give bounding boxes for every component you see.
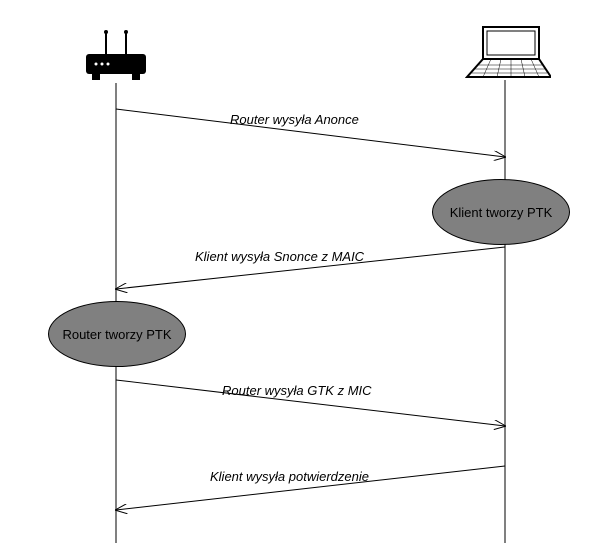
msg3-label: Router wysyła GTK z MIC [222,383,372,398]
router-ptk-label: Router tworzy PTK [62,327,171,342]
router-icon [84,30,148,87]
laptop-icon [465,25,551,86]
msg2-label: Klient wysyła Snonce z MAIC [195,249,364,264]
sequence-diagram: Router wysyła Anonce Klient wysyła Snonc… [0,0,600,554]
client-ptk-label: Klient tworzy PTK [450,205,553,220]
msg4-label: Klient wysyła potwierdzenie [210,469,369,484]
client-creates-ptk-node: Klient tworzy PTK [432,179,570,245]
client-lifeline [504,80,506,543]
msg1-label: Router wysyła Anonce [230,112,359,127]
router-creates-ptk-node: Router tworzy PTK [48,301,186,367]
